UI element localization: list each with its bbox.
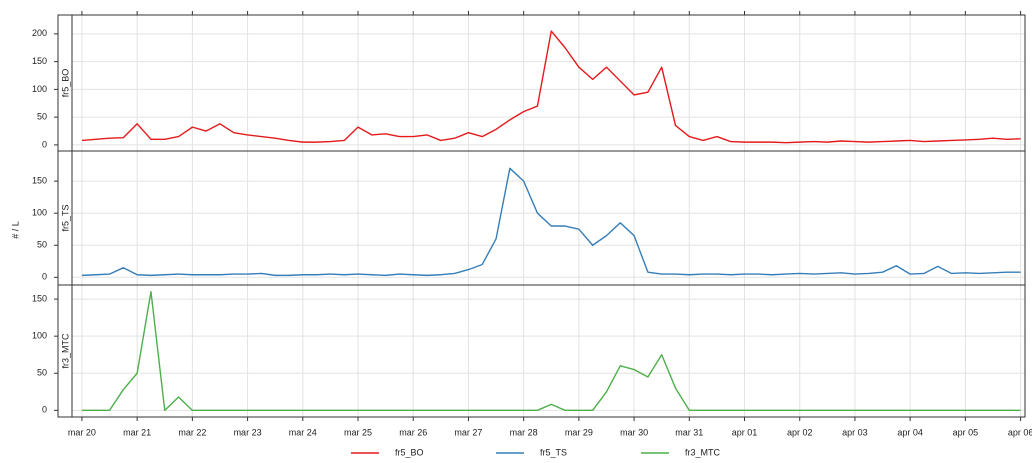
x-tick-label: mar 30 [620,427,648,437]
legend-label: fr5_BO [395,447,424,457]
x-tick-label: apr 01 [732,427,758,437]
x-tick-label: mar 27 [454,427,482,437]
y-tick-label: 150 [32,176,47,186]
x-tick-label: mar 28 [510,427,538,437]
series-line [81,30,1021,144]
x-tick-label: mar 31 [675,427,703,437]
y-tick-label: 150 [32,293,47,303]
legend-label: fr3_MTC [685,447,721,457]
y-tick-label: 100 [32,208,47,218]
y-tick-label: 0 [42,272,47,282]
y-tick-label: 100 [32,331,47,341]
x-tick-label: mar 25 [344,427,372,437]
x-tick-label: mar 21 [123,427,151,437]
y-tick-label: 50 [37,368,47,378]
y-tick-label: 100 [32,84,47,94]
y-tick-label: 50 [37,240,47,250]
x-tick-label: apr 02 [787,427,813,437]
y-tick-label: 200 [32,28,47,38]
y-tick-label: 0 [42,139,47,149]
series-line [81,167,1021,277]
x-tick-label: mar 29 [565,427,593,437]
x-tick-label: mar 20 [68,427,96,437]
series-line [81,290,1021,412]
x-tick-label: apr 03 [842,427,868,437]
y-axis-label: # / L [10,221,20,239]
strip-label: fr3_MTC [60,333,70,369]
x-tick-label: apr 06 [1008,427,1032,437]
x-tick-label: mar 24 [289,427,317,437]
panel-frame [57,284,1026,418]
x-tick-label: mar 23 [234,427,262,437]
x-tick-label: mar 26 [399,427,427,437]
x-tick-label: apr 04 [897,427,923,437]
strip-label: fr5_BO [60,69,70,98]
y-tick-label: 50 [37,112,47,122]
x-tick-label: mar 22 [178,427,206,437]
x-tick-label: apr 05 [953,427,979,437]
y-tick-label: 0 [42,405,47,415]
strip-label: fr5_TS [60,204,70,231]
y-tick-label: 150 [32,56,47,66]
legend-label: fr5_TS [540,447,567,457]
